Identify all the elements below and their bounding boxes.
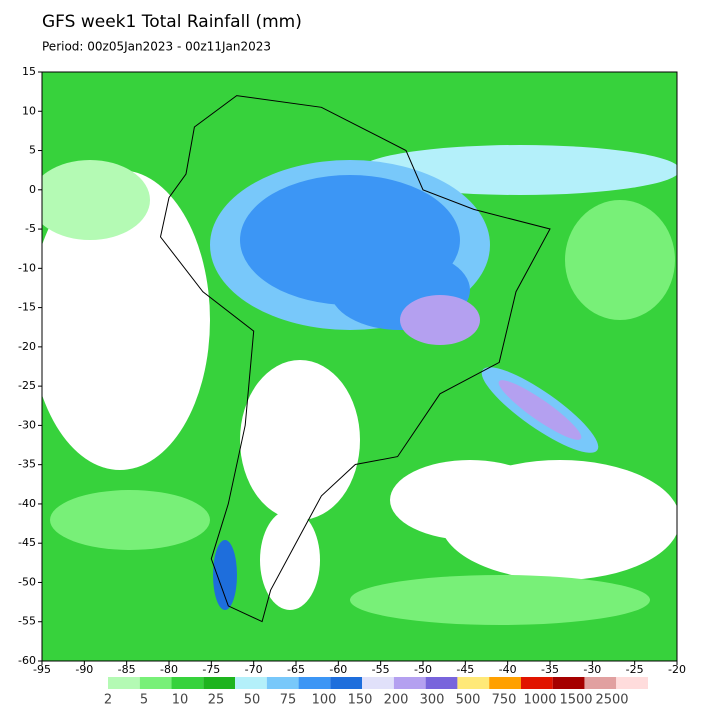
y-tick-label: -55 (18, 615, 36, 628)
x-tick-label: -20 (668, 663, 686, 676)
colorbar-label: 500 (456, 693, 481, 708)
x-tick-label: -80 (160, 663, 178, 676)
y-tick-label: 15 (22, 65, 36, 78)
y-tick-label: 0 (29, 183, 36, 196)
y-tick-label: -60 (18, 654, 36, 667)
colorbar-label: 25 (208, 693, 225, 708)
y-tick-label: -20 (18, 340, 36, 353)
colorbar-swatch (235, 677, 267, 689)
x-tick-label: -25 (626, 663, 644, 676)
colorbar-label: 300 (420, 693, 445, 708)
x-tick-label: -70 (245, 663, 263, 676)
rainfall-field (42, 72, 677, 661)
colorbar-label: 75 (280, 693, 297, 708)
y-tick-label: -45 (18, 536, 36, 549)
colorbar-swatch (139, 677, 172, 689)
colorbar-swatch (520, 677, 553, 689)
x-tick-label: -85 (118, 663, 136, 676)
axes: -95 -90 -85 -80 -75 -70 -65 -60 -55 -50 -45 -40 -35-… (18, 65, 686, 676)
colorbar-swatch (393, 677, 426, 689)
colorbar-swatch (298, 677, 331, 689)
colorbar-swatch (330, 677, 363, 689)
colorbar-label: 1500 (559, 693, 592, 708)
y-tick-label: -25 (18, 379, 36, 392)
colorbar-swatch (489, 677, 521, 689)
colorbar-swatch (552, 677, 585, 689)
x-tick-label: -75 (202, 663, 220, 676)
y-tick-label: -40 (18, 497, 36, 510)
colorbar-label: 5 (140, 693, 148, 708)
colorbar-swatch (108, 677, 140, 689)
colorbar-label: 50 (244, 693, 261, 708)
colorbar-swatch (362, 677, 394, 689)
colorbar-swatch (203, 677, 236, 689)
y-tick-label: -30 (18, 418, 36, 431)
colorbar-label: 2500 (595, 693, 628, 708)
map-title: GFS week1 Total Rainfall (mm) (42, 12, 302, 32)
y-tick-label: -15 (18, 301, 36, 314)
x-tick-label: -40 (499, 663, 517, 676)
colorbar-swatch (425, 677, 458, 689)
map-subtitle: Period: 00z05Jan2023 - 00z11Jan2023 (42, 40, 271, 54)
y-tick-label: -50 (18, 575, 36, 588)
colorbar-label: 100 (312, 693, 337, 708)
colorbar-label: 750 (492, 693, 517, 708)
colorbar-label: 10 (172, 693, 189, 708)
x-tick-label: -65 (287, 663, 305, 676)
plot-frame (41, 71, 678, 662)
x-tick-label: -90 (75, 663, 93, 676)
colorbar-label: 200 (384, 693, 409, 708)
colorbar-swatch (616, 677, 648, 689)
x-tick-label: -45 (456, 663, 474, 676)
colorbar-swatch (457, 677, 490, 689)
colorbar-swatch (584, 677, 617, 689)
y-tick-label: -10 (18, 261, 36, 274)
y-tick-label: -5 (25, 222, 36, 235)
x-tick-label: -30 (583, 663, 601, 676)
colorbar-label: 150 (348, 693, 373, 708)
x-tick-label: -35 (541, 663, 559, 676)
colorbar-label: 1000 (523, 693, 556, 708)
colorbar-swatch (266, 677, 299, 689)
x-tick-label: -55 (372, 663, 390, 676)
x-tick-label: -50 (414, 663, 432, 676)
y-tick-label: -35 (18, 458, 36, 471)
y-tick-label: 10 (22, 104, 36, 117)
colorbar-label: 2 (104, 693, 112, 708)
colorbar: 2 5 10 25 50 75 100 150 200 300 500 750 1000 1500 2500 (104, 677, 648, 708)
y-tick-label: 5 (29, 144, 36, 157)
x-tick-label: -95 (33, 663, 51, 676)
colorbar-swatch (171, 677, 204, 689)
x-tick-label: -60 (329, 663, 347, 676)
